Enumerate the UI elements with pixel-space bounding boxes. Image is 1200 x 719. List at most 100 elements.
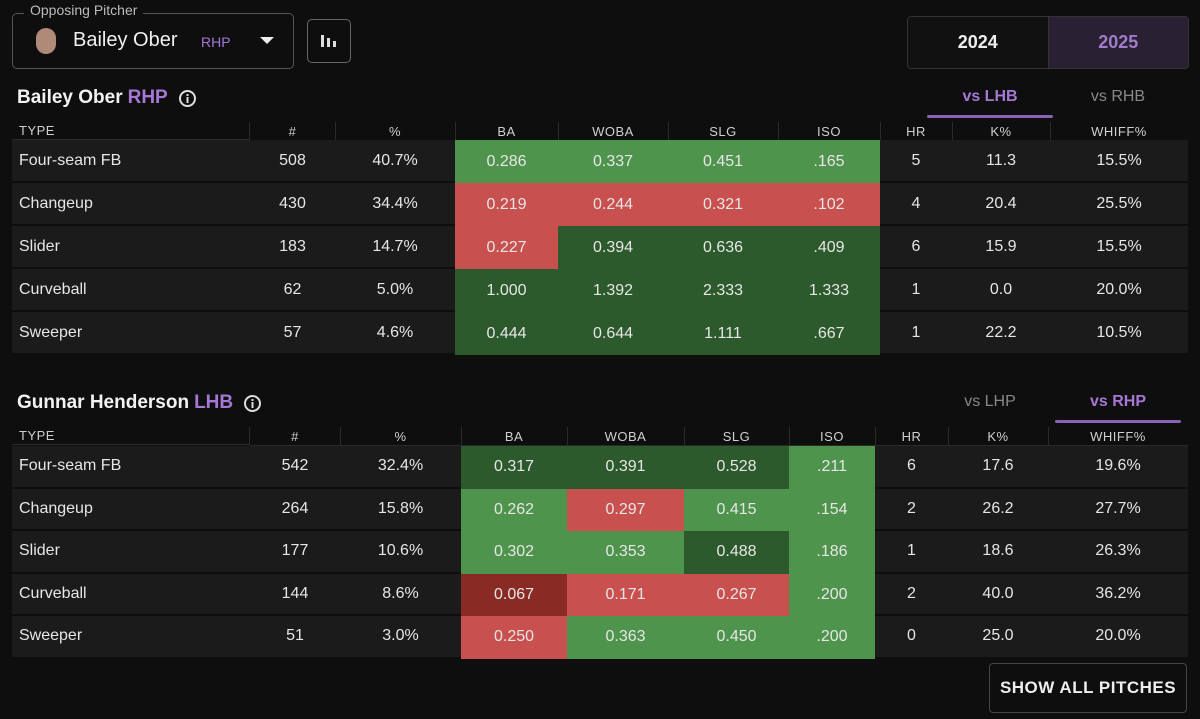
stat-cell: 0.528	[684, 446, 789, 489]
info-glyph	[251, 398, 254, 408]
player-name: Bailey Ober	[17, 87, 123, 108]
column-header: TYPE	[12, 122, 250, 140]
stat-cell: 2.333	[668, 269, 778, 312]
stat-cell: 57	[283, 323, 302, 341]
stat-cell: 183	[279, 237, 306, 255]
stat-cell: 0.444	[455, 312, 558, 355]
stat-cell: 18.6	[982, 542, 1014, 560]
stat-cell: 264	[281, 499, 309, 517]
stat-cell: 6	[911, 237, 921, 255]
year-option[interactable]: 2024	[908, 17, 1049, 68]
stat-cell: 15.8%	[377, 499, 424, 517]
select-label: Opposing Pitcher	[24, 2, 144, 18]
split-tab[interactable]: vs LHB	[962, 88, 1018, 105]
player-hand: RHP	[127, 87, 168, 108]
stat-cell: 5.0%	[376, 280, 414, 298]
show-all-button[interactable]: SHOW ALL PITCHES	[989, 663, 1187, 713]
stat-cell: 0.488	[684, 531, 789, 574]
column-header: K%	[948, 427, 1049, 446]
tab-underline	[1055, 420, 1181, 423]
stat-cell: .409	[778, 226, 880, 269]
stat-cell: 0.321	[668, 183, 778, 226]
stat-cell: 27.7%	[1095, 499, 1141, 517]
stat-cell: 0.262	[461, 488, 567, 531]
stat-cell: 1	[911, 280, 921, 298]
split-tab[interactable]: vs RHP	[1089, 393, 1147, 410]
stat-cell: 0.317	[461, 446, 567, 489]
split-tab[interactable]: vs LHP	[964, 393, 1016, 410]
stat-cell: 26.3%	[1095, 542, 1141, 560]
stat-cell: 4.6%	[376, 323, 414, 341]
player-title: Gunnar Henderson LHB	[17, 392, 262, 414]
stat-cell: 17.6	[982, 457, 1014, 475]
year-option[interactable]: 2025	[1048, 17, 1188, 68]
stat-cell: 1	[911, 323, 921, 341]
stat-cell: .165	[778, 140, 880, 183]
stat-cell: 0.302	[461, 531, 567, 574]
stat-cell: 0.0	[989, 280, 1013, 298]
stat-cell: 1.000	[455, 269, 558, 312]
pitch-type: Four-seam FB	[19, 151, 122, 169]
stat-cell: .200	[789, 616, 875, 659]
stat-cell: 144	[281, 584, 309, 602]
pitch-type: Curveball	[19, 280, 87, 298]
stat-cell: .186	[789, 531, 875, 574]
pitch-type: Slider	[19, 237, 60, 255]
stat-cell: 25.5%	[1096, 194, 1142, 212]
column-header: #	[250, 427, 341, 446]
column-header: WHIFF%	[1048, 427, 1188, 446]
stat-cell: 40.7%	[372, 151, 418, 169]
column-header: K%	[952, 122, 1051, 141]
stat-cell: 40.0	[982, 584, 1014, 602]
stat-cell: 20.0%	[1095, 627, 1141, 645]
column-header: WHIFF%	[1050, 122, 1188, 141]
chart-button[interactable]	[307, 19, 351, 63]
stat-cell: 6	[907, 457, 916, 475]
stat-cell: 20.4	[985, 194, 1017, 212]
column-header: HR	[875, 427, 949, 446]
stat-cell: 5	[911, 151, 921, 169]
column-header: #	[250, 122, 336, 141]
stat-cell: 0.450	[684, 616, 789, 659]
info-icon	[178, 89, 196, 107]
column-header: ISO	[789, 427, 876, 446]
pitch-type: Slider	[19, 542, 60, 560]
stat-cell: 0.067	[461, 573, 567, 616]
stat-cell: 22.2	[985, 323, 1017, 341]
player-hand: LHB	[194, 392, 234, 413]
column-header: BA	[461, 427, 568, 446]
stat-cell: .667	[778, 312, 880, 355]
stat-cell: 51	[286, 627, 304, 645]
column-header: %	[335, 122, 456, 141]
pitcher-name: Bailey Ober	[73, 29, 178, 51]
stat-cell: .211	[789, 446, 875, 489]
stat-cell: 10.5%	[1096, 323, 1142, 341]
stat-cell: 1.333	[778, 269, 880, 312]
stat-cell: 177	[281, 542, 309, 560]
stat-cell: 0.171	[567, 573, 684, 616]
stat-cell: 0.286	[455, 140, 558, 183]
stat-cell: 32.4%	[377, 457, 424, 475]
stat-cell: 15.9	[985, 237, 1017, 255]
stat-cell: 8.6%	[382, 584, 419, 602]
stat-cell: 15.5%	[1096, 237, 1142, 255]
stat-cell: 0.297	[567, 488, 684, 531]
stat-cell: 36.2%	[1095, 584, 1141, 602]
split-tab[interactable]: vs RHB	[1090, 88, 1146, 105]
info-glyph	[186, 93, 189, 103]
column-header: WOBA	[567, 427, 685, 446]
column-header: WOBA	[558, 122, 669, 141]
stat-cell: 2	[907, 499, 916, 517]
stat-cell: 26.2	[982, 499, 1014, 517]
stat-cell: 14.7%	[372, 237, 418, 255]
stat-cell: 25.0	[982, 627, 1014, 645]
player-name: Gunnar Henderson	[17, 392, 190, 413]
pitch-type: Changeup	[19, 499, 93, 517]
column-header: ISO	[778, 122, 881, 141]
stat-cell: 0.219	[455, 183, 558, 226]
tab-underline	[927, 115, 1053, 118]
pitch-type: Four-seam FB	[19, 457, 122, 475]
pitcher-hand: RHP	[201, 34, 231, 50]
pitcher-select[interactable]	[12, 13, 294, 69]
